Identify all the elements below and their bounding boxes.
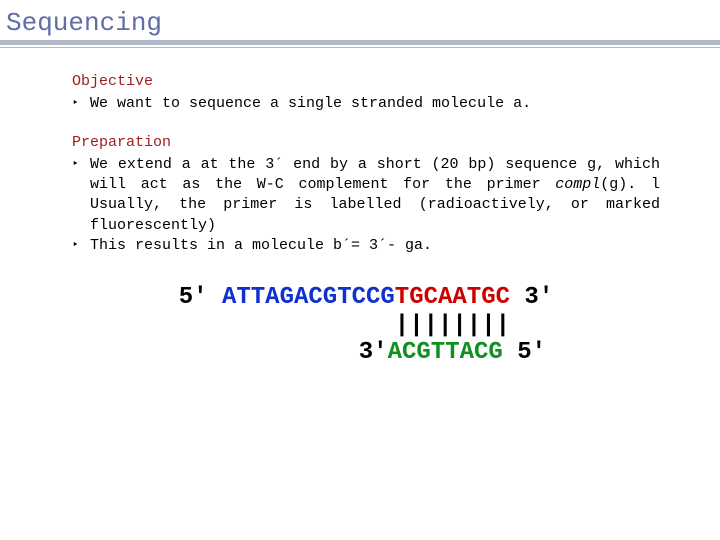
seq-pad bbox=[179, 312, 395, 339]
bullet-text: We want to sequence a single stranded mo… bbox=[90, 94, 660, 114]
seq-bonds: |||||||| bbox=[395, 312, 510, 339]
seq-5prime-primer: 5' bbox=[503, 339, 546, 366]
bullet-text: This results in a molecule b´= 3´- ga. bbox=[90, 236, 660, 256]
seq-pad bbox=[510, 312, 553, 339]
bullet-text: We extend a at the 3´ end by a short (20… bbox=[90, 155, 660, 236]
bullet-text-italic: compl bbox=[555, 176, 600, 193]
seq-primer-green: ACGTTACG bbox=[388, 339, 503, 366]
title-underline bbox=[0, 40, 720, 50]
seq-3prime: 3' bbox=[510, 284, 553, 311]
section-heading-objective: Objective bbox=[72, 72, 660, 92]
seq-5prime: 5' bbox=[179, 284, 222, 311]
page-title: Sequencing bbox=[0, 0, 720, 40]
section-heading-preparation: Preparation bbox=[72, 133, 660, 153]
bullet-item: ‣ We extend a at the 3´ end by a short (… bbox=[72, 155, 660, 236]
bullet-item: ‣ We want to sequence a single stranded … bbox=[72, 94, 660, 114]
seq-template-red: TGCAATGC bbox=[395, 284, 510, 311]
sequence-diagram: 5' ATTAGACGTCCGTGCAATGC 3' |||||||| 3'AC… bbox=[72, 284, 660, 367]
bullet-icon: ‣ bbox=[72, 94, 90, 114]
content-area: Objective ‣ We want to sequence a single… bbox=[0, 50, 720, 367]
seq-3prime-primer: 3' bbox=[359, 339, 388, 366]
seq-pad bbox=[186, 339, 359, 366]
bullet-icon: ‣ bbox=[72, 236, 90, 256]
seq-template-blue: ATTAGACGTCCG bbox=[222, 284, 395, 311]
bullet-item: ‣ This results in a molecule b´= 3´- ga. bbox=[72, 236, 660, 256]
bullet-icon: ‣ bbox=[72, 155, 90, 236]
